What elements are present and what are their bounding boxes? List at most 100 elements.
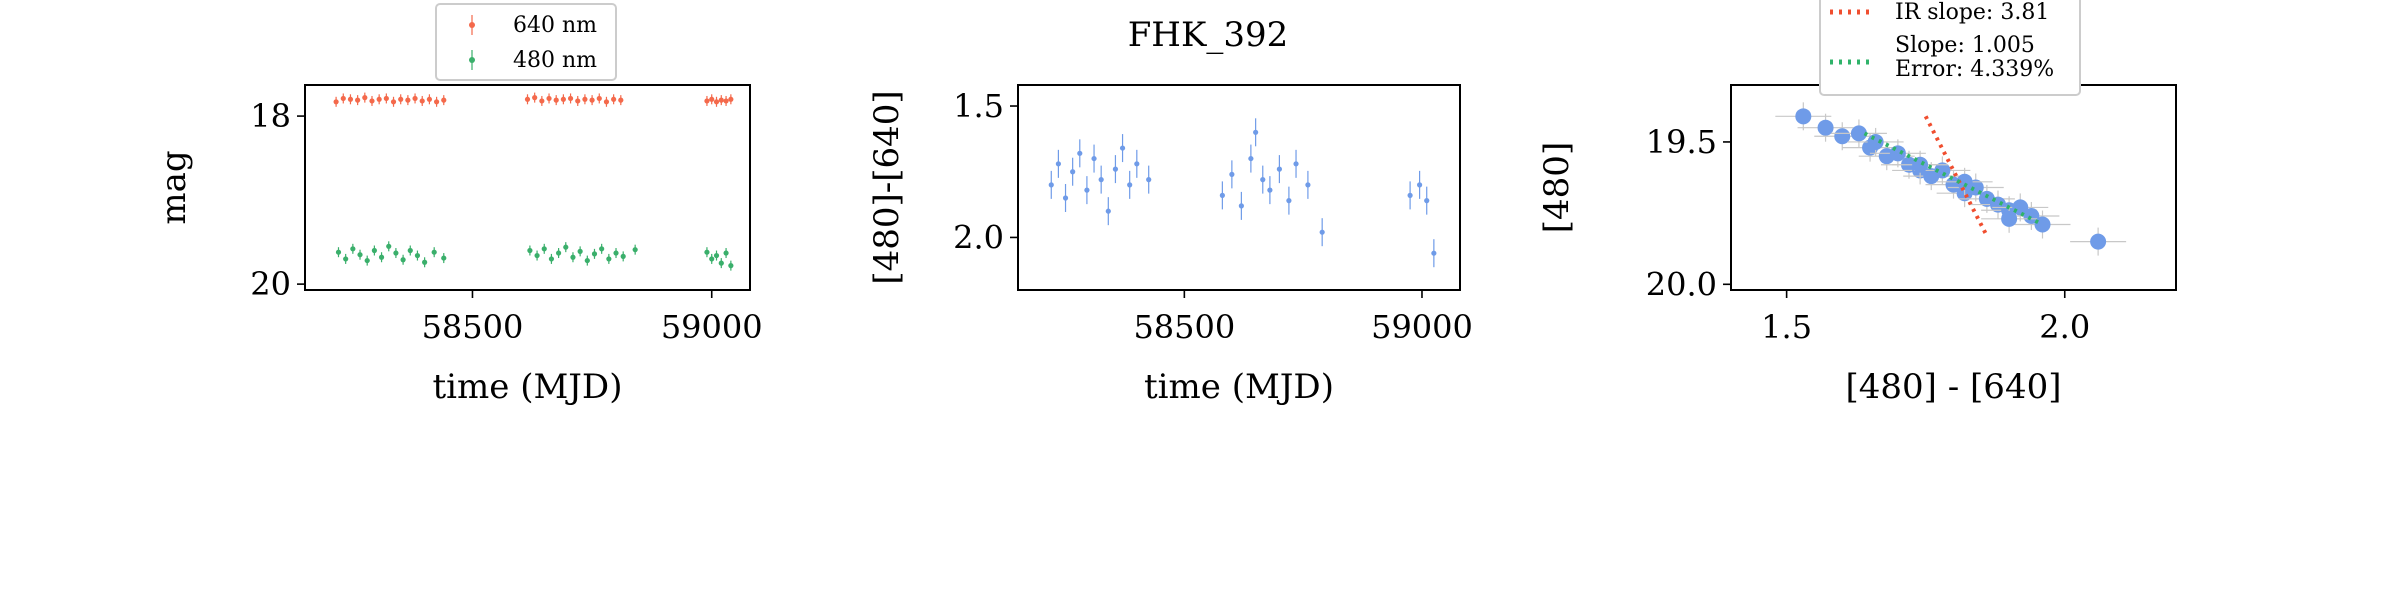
data-point	[398, 97, 403, 102]
data-point	[1417, 182, 1422, 187]
x-tick-label: 59000	[661, 308, 763, 346]
data-point	[412, 96, 417, 101]
data-point	[546, 96, 551, 101]
data-point	[1795, 108, 1811, 124]
data-point	[434, 99, 439, 104]
data-point	[427, 97, 432, 102]
data-point	[350, 246, 355, 251]
y-axis-label: mag	[154, 150, 194, 224]
x-axis-label: time (MJD)	[1144, 367, 1334, 407]
data-point	[561, 97, 566, 102]
data-point	[357, 252, 362, 257]
data-point	[704, 98, 709, 103]
data-point	[1431, 251, 1436, 256]
data-point	[362, 95, 367, 100]
data-point	[597, 96, 602, 101]
data-point	[604, 99, 609, 104]
data-point	[606, 256, 611, 261]
data-point	[1049, 182, 1054, 187]
legend-label: 480 nm	[513, 48, 597, 73]
data-point	[384, 96, 389, 101]
panel-2: 58500 590001.52.0time (MJD)[480]-[640]	[867, 85, 1473, 407]
data-point	[719, 98, 724, 103]
data-point	[441, 98, 446, 103]
y-axis-label: [480]-[640]	[867, 90, 907, 284]
data-point	[723, 98, 728, 103]
data-point	[369, 98, 374, 103]
legend-label: Error: 4.339%	[1895, 57, 2054, 82]
x-tick-label: 1.5	[1761, 308, 1812, 346]
data-point	[408, 248, 413, 253]
data-point	[1120, 145, 1125, 150]
data-point	[534, 253, 539, 258]
data-point	[618, 98, 623, 103]
x-axis-label: [480] - [640]	[1846, 367, 2062, 407]
data-point	[391, 99, 396, 104]
data-point	[568, 96, 573, 101]
data-point	[372, 248, 377, 253]
data-point	[1286, 198, 1291, 203]
data-point	[613, 250, 618, 255]
data-point	[1134, 161, 1139, 166]
data-point	[1260, 177, 1265, 182]
legend-label: Slope: 1.005	[1895, 33, 2035, 58]
data-point	[599, 246, 604, 251]
data-point	[420, 98, 425, 103]
data-point	[377, 97, 382, 102]
data-point	[393, 250, 398, 255]
legend-label: IR slope: 3.81	[1895, 0, 2049, 25]
data-point	[334, 99, 339, 104]
data-point	[1229, 172, 1234, 177]
data-point	[1099, 177, 1104, 182]
data-point	[1091, 156, 1096, 161]
data-point	[422, 260, 427, 265]
data-point	[379, 255, 384, 260]
data-point	[1146, 177, 1151, 182]
legend-panel-1: 640 nm 480 nm	[436, 4, 616, 80]
y-axis-label: [480]	[1537, 142, 1577, 233]
data-point	[1320, 230, 1325, 235]
data-point	[556, 250, 561, 255]
data-point	[1239, 203, 1244, 208]
data-point	[709, 256, 714, 261]
x-tick-label: 58500	[422, 308, 524, 346]
x-tick-label: 2.0	[2039, 308, 2090, 346]
data-point	[432, 250, 437, 255]
data-point	[1253, 130, 1258, 135]
data-point	[728, 97, 733, 102]
panel-1: 58500 590001820time (MJD)mag	[154, 85, 763, 407]
data-point	[1220, 193, 1225, 198]
series-1	[1049, 118, 1437, 267]
data-point	[1106, 209, 1111, 214]
data-point	[709, 97, 714, 102]
data-point	[542, 246, 547, 251]
data-point	[585, 258, 590, 263]
y-tick-label: 18	[250, 97, 291, 135]
data-point	[415, 253, 420, 258]
data-point	[2090, 234, 2106, 250]
data-point	[525, 97, 530, 102]
legend-marker	[469, 22, 475, 28]
data-point	[527, 248, 532, 253]
data-point	[714, 99, 719, 104]
data-point	[1293, 161, 1298, 166]
data-point	[578, 249, 583, 254]
data-point	[539, 98, 544, 103]
data-point	[719, 261, 724, 266]
data-point	[1267, 188, 1272, 193]
data-point	[1056, 161, 1061, 166]
data-point	[1070, 169, 1075, 174]
series-1	[334, 93, 734, 107]
data-point	[1248, 156, 1253, 161]
y-tick-label: 19.5	[1646, 123, 1717, 161]
data-point	[348, 97, 353, 102]
data-point	[341, 96, 346, 101]
legend-label: 640 nm	[513, 13, 597, 38]
data-point	[532, 95, 537, 100]
axes-frame	[1018, 85, 1460, 290]
data-point	[1305, 182, 1310, 187]
data-point	[336, 250, 341, 255]
data-point	[1084, 188, 1089, 193]
y-tick-label: 1.5	[953, 87, 1004, 125]
